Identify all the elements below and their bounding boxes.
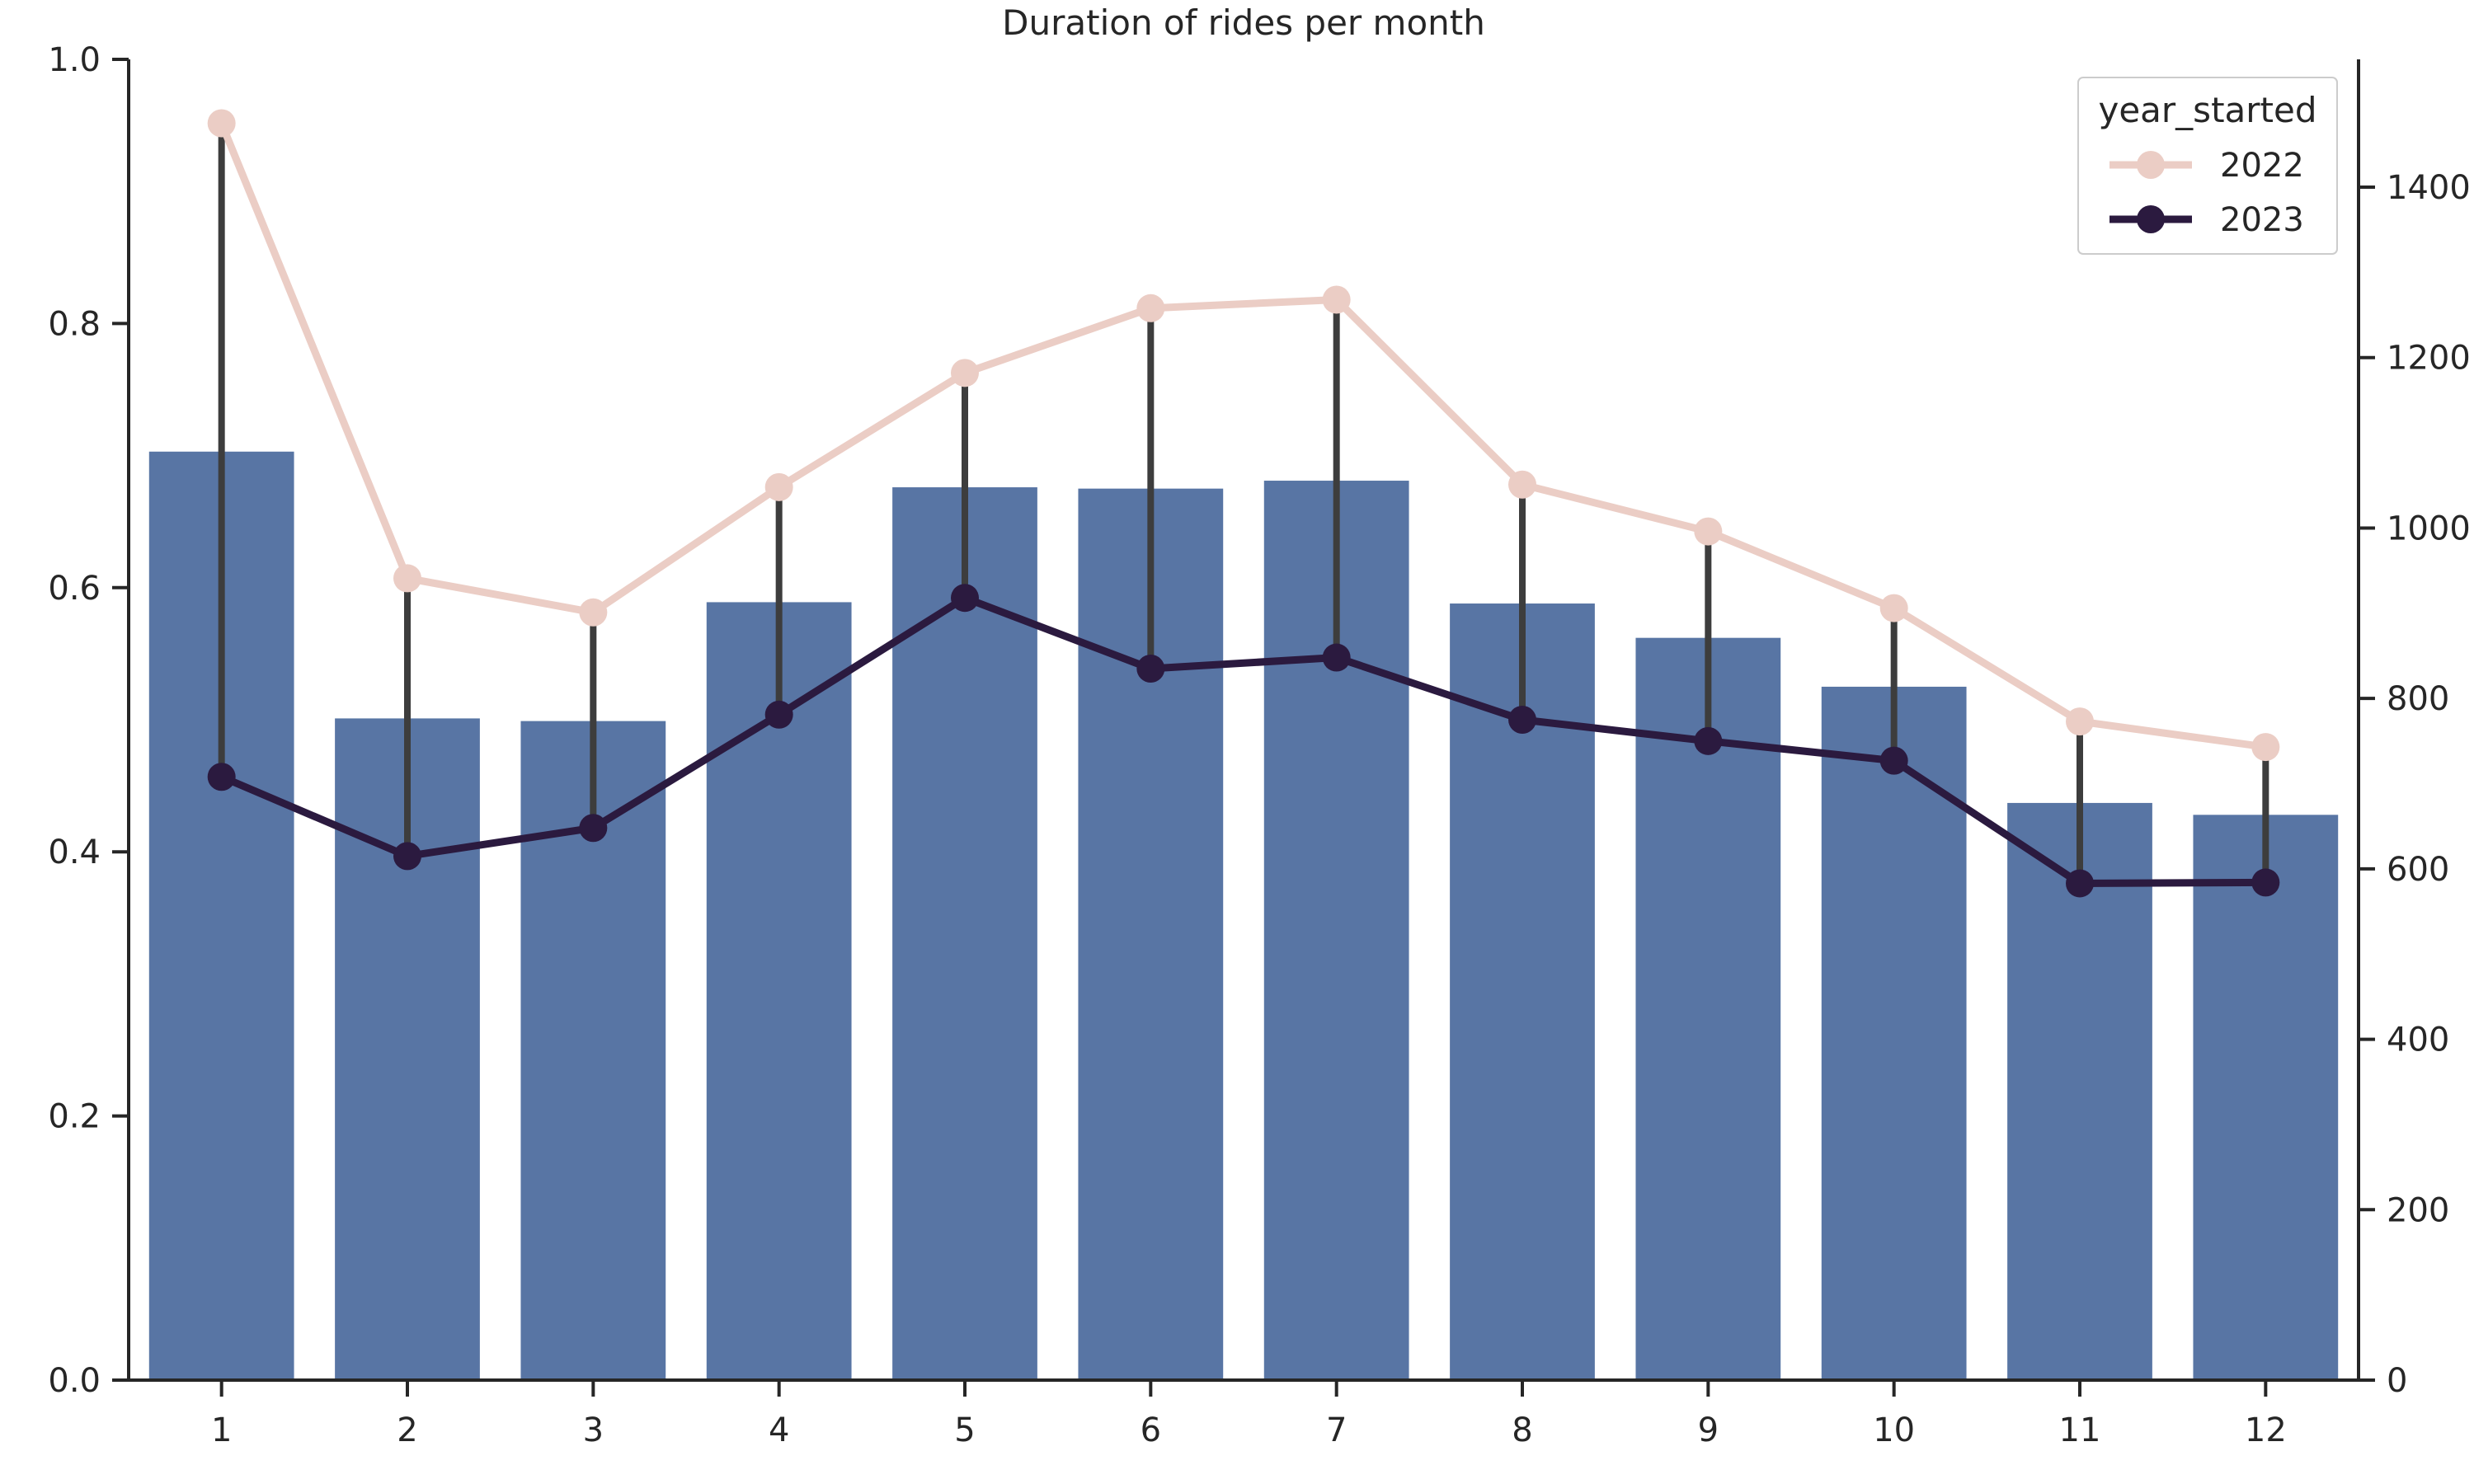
right-tick-label-200: 200 — [2387, 1191, 2449, 1229]
x-tick-label-8: 8 — [1512, 1411, 1532, 1449]
point-2022-month-7 — [1322, 285, 1351, 314]
point-2022-month-8 — [1508, 470, 1536, 499]
left-tick-label-0.8: 0.8 — [48, 305, 101, 343]
bar-month-12 — [2193, 815, 2339, 1380]
bar-month-4 — [706, 602, 852, 1380]
left-tick-label-0.2: 0.2 — [48, 1098, 101, 1136]
point-2022-month-6 — [1136, 294, 1165, 322]
legend-label-2022: 2022 — [2220, 147, 2304, 185]
legend: year_started 2022 2023 — [2077, 77, 2338, 255]
point-2023-month-6 — [1136, 654, 1165, 683]
point-2023-month-3 — [579, 814, 608, 843]
point-2023-month-12 — [2251, 868, 2280, 897]
right-tick-label-1000: 1000 — [2387, 510, 2471, 547]
x-tick-label-3: 3 — [583, 1411, 604, 1449]
point-2022-month-2 — [393, 564, 421, 593]
x-tick-label-2: 2 — [397, 1411, 417, 1449]
right-tick-label-0: 0 — [2387, 1362, 2407, 1400]
x-tick-label-7: 7 — [1326, 1411, 1347, 1449]
errorbars-layer — [218, 123, 2269, 884]
chart-title: Duration of rides per month — [1002, 2, 1485, 43]
x-tick-label-10: 10 — [1873, 1411, 1915, 1449]
point-2023-month-10 — [1879, 746, 1908, 775]
right-tick-label-400: 400 — [2387, 1021, 2449, 1059]
point-2022-month-1 — [207, 109, 236, 138]
point-2022-month-11 — [2066, 707, 2094, 736]
x-tick-label-11: 11 — [2059, 1411, 2101, 1449]
legend-label-2023: 2023 — [2220, 201, 2304, 239]
x-tick-label-4: 4 — [769, 1411, 789, 1449]
right-tick-label-1200: 1200 — [2387, 340, 2471, 378]
x-tick-label-12: 12 — [2245, 1411, 2287, 1449]
right-tick-label-1400: 1400 — [2387, 169, 2471, 207]
bar-month-5 — [892, 487, 1037, 1380]
legend-marker-2022 — [2137, 151, 2165, 179]
bar-month-9 — [1635, 637, 1781, 1380]
bars-layer — [148, 451, 2339, 1381]
bar-month-11 — [2007, 802, 2152, 1380]
point-2022-month-5 — [951, 359, 979, 387]
x-tick-label-9: 9 — [1698, 1411, 1719, 1449]
point-2022-month-9 — [1694, 517, 1723, 546]
point-2023-month-7 — [1322, 643, 1351, 672]
point-2022-month-12 — [2251, 733, 2280, 762]
x-tick-label-5: 5 — [954, 1411, 975, 1449]
left-tick-label-0.0: 0.0 — [48, 1362, 101, 1400]
right-tick-label-800: 800 — [2387, 680, 2449, 718]
bar-month-10 — [1821, 686, 1967, 1380]
point-2022-month-3 — [579, 598, 608, 627]
x-tick-label-1: 1 — [211, 1411, 232, 1449]
left-tick-label-1.0: 1.0 — [48, 41, 101, 79]
left-tick-label-0.4: 0.4 — [48, 834, 101, 871]
point-2023-month-5 — [951, 584, 979, 613]
line-series-2023 — [219, 594, 2266, 887]
x-tick-label-6: 6 — [1141, 1411, 1161, 1449]
right-tick-label-600: 600 — [2387, 851, 2449, 889]
point-2023-month-2 — [393, 842, 421, 871]
point-2023-month-11 — [2066, 869, 2094, 898]
lines-layer — [207, 109, 2280, 898]
point-2023-month-8 — [1508, 706, 1536, 734]
line-series-2022 — [218, 121, 2266, 751]
point-2023-month-1 — [207, 763, 236, 791]
legend-marker-2023 — [2137, 205, 2165, 233]
point-2022-month-4 — [764, 472, 793, 501]
legend-title: year_started — [2098, 90, 2316, 130]
axes-layer: 0.0 0.2 0.4 0.6 0.8 1.0 0 200 400 600 800 1000 1200 1… — [48, 41, 2470, 1449]
point-2023-month-9 — [1694, 726, 1723, 755]
left-tick-label-0.6: 0.6 — [48, 570, 101, 608]
point-2023-month-4 — [764, 700, 793, 729]
point-2022-month-10 — [1879, 594, 1908, 622]
